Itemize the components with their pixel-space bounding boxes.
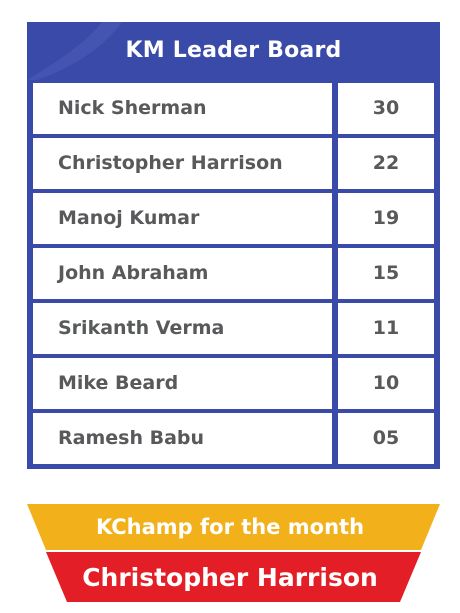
kchamp-winner-name: Christopher Harrison: [82, 563, 378, 592]
leader-name: Manoj Kumar: [33, 193, 332, 244]
leader-score: 19: [338, 193, 434, 244]
leader-score: 15: [338, 248, 434, 299]
leader-score: 30: [338, 83, 434, 134]
leader-score: 05: [338, 413, 434, 464]
leader-name: Srikanth Verma: [33, 303, 332, 354]
leader-row: Christopher Harrison 22: [33, 138, 434, 189]
leader-row: Ramesh Babu 05: [33, 413, 434, 464]
leader-board-rows: Nick Sherman 30 Christopher Harrison 22 …: [33, 83, 434, 468]
kchamp-label: KChamp for the month: [95, 515, 365, 539]
leader-name: Ramesh Babu: [33, 413, 332, 464]
leader-board: KM Leader Board Nick Sherman 30 Christop…: [27, 22, 440, 469]
leader-name: John Abraham: [33, 248, 332, 299]
kchamp-banner-bottom-band: [46, 552, 421, 602]
kchamp-banner: KChamp for the month Christopher Harriso…: [0, 500, 460, 613]
leader-name: Mike Beard: [33, 358, 332, 409]
leader-board-header: KM Leader Board: [27, 22, 440, 80]
leader-score: 10: [338, 358, 434, 409]
leader-row: Mike Beard 10: [33, 358, 434, 409]
leader-row: Manoj Kumar 19: [33, 193, 434, 244]
kchamp-banner-top-band: [27, 504, 440, 550]
leader-board-title: KM Leader Board: [125, 38, 342, 63]
kchamp-banner-shape: [27, 504, 440, 602]
leader-score: 22: [338, 138, 434, 189]
leader-row: Srikanth Verma 11: [33, 303, 434, 354]
leader-score: 11: [338, 303, 434, 354]
leader-row: Nick Sherman 30: [33, 83, 434, 134]
header-swoosh-decoration: [27, 22, 122, 80]
leader-row: John Abraham 15: [33, 248, 434, 299]
leader-name: Nick Sherman: [33, 83, 332, 134]
leader-name: Christopher Harrison: [33, 138, 332, 189]
